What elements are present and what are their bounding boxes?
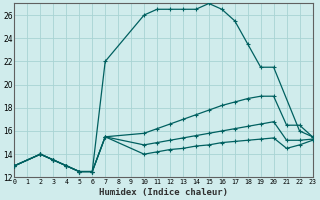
X-axis label: Humidex (Indice chaleur): Humidex (Indice chaleur) [99,188,228,197]
